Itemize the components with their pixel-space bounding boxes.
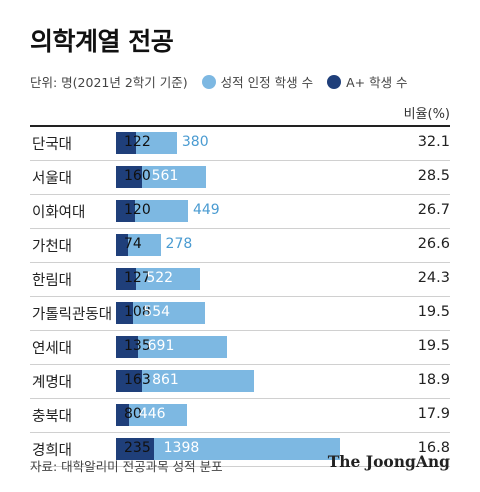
total-bar [116,268,200,290]
aplus-value-label: 135 [124,338,151,354]
total-value-label: 446 [138,406,166,422]
aplus-value-label: 80 [124,406,142,422]
aplus-value-label: 122 [124,134,151,150]
total-bar [116,404,188,426]
bar-row: 단국대 122 380 32.1 [30,127,450,161]
total-value-label: 1398 [163,440,200,456]
bar-row: 계명대 163 861 18.9 [30,365,450,399]
category-label: 충북대 [32,409,73,425]
total-bar [116,302,205,324]
ratio-value: 18.9 [417,372,450,388]
bar-row: 이화여대 120 449 26.7 [30,195,450,229]
total-bar [116,336,227,358]
legend-total-swatch [201,74,216,89]
bar-row: 가톨릭관동대 108 554 19.5 [30,297,450,331]
aplus-bar [116,234,128,256]
aplus-bar [116,268,137,290]
total-value-label: 380 [181,134,209,150]
total-value-label: 522 [146,270,174,286]
ratio-value: 19.5 [417,304,450,320]
row-divider [30,432,450,433]
row-divider [30,160,450,161]
bar-row: 서울대 160 561 28.5 [30,161,450,195]
category-label: 경희대 [32,443,73,459]
ratio-value: 28.5 [417,168,450,184]
legend-aplus-swatch [327,74,342,89]
aplus-bar [116,302,134,324]
source-note: 자료: 대학알리미 전공과목 성적 분포 [30,459,223,474]
brand-logo: The JoongAng [327,452,450,471]
bar-row: 경희대 235 1398 16.8 [30,433,450,467]
ratio-value: 32.1 [417,134,450,150]
legend-total-label: 성적 인정 학생 수 [220,75,314,90]
row-divider [30,228,450,229]
aplus-bar [116,404,129,426]
row-divider [30,398,450,399]
category-label: 한림대 [32,273,73,289]
aplus-bar [116,132,136,154]
category-label: 가톨릭관동대 [32,307,113,323]
aplus-value-label: 108 [124,304,151,320]
total-bar [116,370,254,392]
total-bar [116,438,340,460]
aplus-bar [116,336,138,358]
legend-aplus-label: A+ 학생 수 [346,75,408,90]
bar-row: 연세대 135 691 19.5 [30,331,450,365]
total-value-label: 278 [165,236,193,252]
total-value-label: 561 [151,168,179,184]
aplus-bar [116,438,154,460]
category-label: 단국대 [32,137,73,153]
row-divider [30,262,450,263]
bar-row: 가천대 74 278 26.6 [30,229,450,263]
bar-row: 충북대 80 446 17.9 [30,399,450,433]
ratio-value: 24.3 [417,270,450,286]
category-label: 연세대 [32,341,73,357]
top-rule [30,125,450,127]
legend-aplus: A+ 학생 수 [327,72,408,91]
row-divider [30,466,450,467]
aplus-bar [116,200,136,222]
bar-row: 한림대 127 522 24.3 [30,263,450,297]
chart-title: 의학계열 전공 [30,27,174,56]
total-value-label: 691 [147,338,175,354]
aplus-value-label: 235 [124,440,151,456]
ratio-value: 26.6 [417,236,450,252]
row-divider [30,296,450,297]
aplus-value-label: 127 [124,270,151,286]
category-label: 계명대 [32,375,73,391]
category-label: 서울대 [32,171,73,187]
aplus-value-label: 160 [124,168,151,184]
category-label: 가천대 [32,239,73,255]
unit-note: 단위: 명(2021년 2학기 기준) [30,75,188,90]
total-value-label: 861 [152,372,179,388]
row-divider [30,194,450,195]
row-divider [30,364,450,365]
aplus-value-label: 163 [124,372,151,388]
ratio-header: 비율(%) [403,107,450,122]
aplus-value-label: 120 [124,202,151,218]
ratio-value: 19.5 [417,338,450,354]
total-value-label: 554 [143,304,171,320]
ratio-value: 17.9 [417,406,450,422]
aplus-value-label: 74 [124,236,142,252]
legend-total: 성적 인정 학생 수 [201,72,314,91]
aplus-bar [116,370,143,392]
total-value-label: 449 [192,202,220,218]
subtitle-row: 단위: 명(2021년 2학기 기준) 성적 인정 학생 수 A+ 학생 수 [30,72,408,91]
ratio-value: 16.8 [417,440,450,456]
ratio-value: 26.7 [417,202,450,218]
aplus-bar [116,166,142,188]
category-label: 이화여대 [32,205,86,221]
row-divider [30,330,450,331]
